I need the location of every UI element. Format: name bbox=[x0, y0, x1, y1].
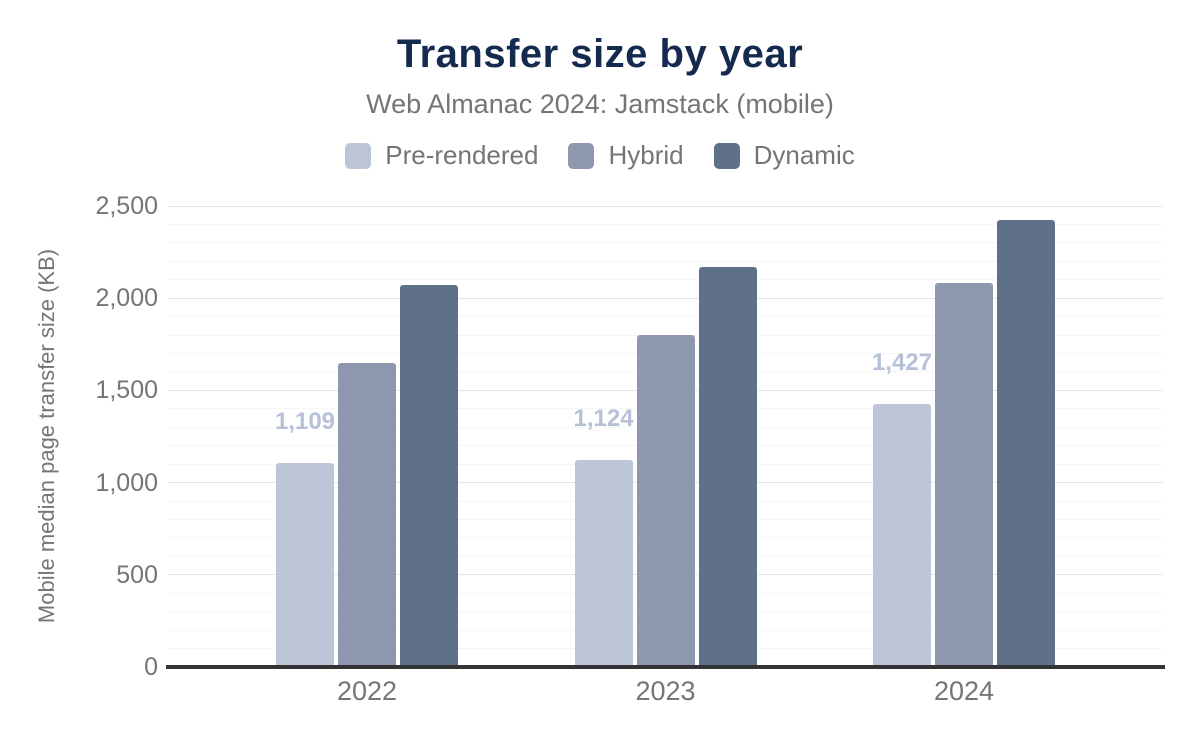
legend-item-hybrid: Hybrid bbox=[568, 140, 684, 171]
legend-swatch-icon bbox=[713, 142, 740, 169]
data-label-2024-pre-rendered: 1,427 bbox=[871, 349, 933, 377]
legend-label: Dynamic bbox=[753, 140, 855, 170]
gridline-minor bbox=[168, 279, 1163, 281]
y-tick-label: 1,500 bbox=[95, 376, 158, 405]
legend-item-pre-rendered: Pre-rendered bbox=[345, 140, 538, 171]
gridline-major bbox=[168, 205, 1163, 207]
y-tick-label: 2,000 bbox=[95, 284, 158, 313]
legend-label: Hybrid bbox=[608, 140, 684, 170]
gridline-minor bbox=[168, 242, 1163, 244]
bar-2022-hybrid bbox=[338, 362, 396, 667]
legend-swatch-icon bbox=[568, 142, 595, 169]
gridline-minor bbox=[168, 223, 1163, 225]
data-label-2023-pre-rendered: 1,124 bbox=[573, 404, 634, 432]
y-tick-label: 1,000 bbox=[95, 468, 158, 497]
chart-subtitle: Web Almanac 2024: Jamstack (mobile) bbox=[366, 89, 834, 119]
chart-title: Transfer size by year bbox=[396, 32, 804, 76]
x-tick-label-2022: 2022 bbox=[336, 676, 398, 706]
x-tick-label-2024: 2024 bbox=[933, 676, 995, 706]
gridline-major bbox=[168, 297, 1163, 299]
y-tick-label: 2,500 bbox=[95, 192, 158, 220]
legend: Pre-rendered Hybrid Dynamic bbox=[0, 140, 1200, 171]
y-tick-label: 500 bbox=[116, 560, 158, 589]
gridline-minor bbox=[168, 316, 1163, 318]
legend-swatch-icon bbox=[345, 142, 372, 169]
x-tick-label-2023: 2023 bbox=[635, 676, 696, 706]
bar-2023-dynamic bbox=[698, 266, 757, 667]
bar-2024-pre-rendered bbox=[873, 403, 931, 667]
bar-2022-pre-rendered bbox=[276, 462, 334, 667]
plot-area: 1,109 1,124 1,427 bbox=[168, 205, 1163, 667]
bar-2024-dynamic bbox=[997, 219, 1055, 667]
legend-label: Pre-rendered bbox=[385, 140, 539, 170]
bar-2024-hybrid bbox=[935, 282, 993, 667]
legend-item-dynamic: Dynamic bbox=[713, 140, 855, 171]
gridline-minor bbox=[168, 260, 1163, 262]
x-axis-line bbox=[166, 665, 1165, 669]
data-label-2022-pre-rendered: 1,109 bbox=[274, 407, 336, 435]
y-tick-label: 0 bbox=[144, 653, 158, 681]
bar-2023-pre-rendered bbox=[574, 459, 633, 667]
bar-2022-dynamic bbox=[400, 285, 458, 667]
bar-2023-hybrid bbox=[636, 335, 695, 667]
